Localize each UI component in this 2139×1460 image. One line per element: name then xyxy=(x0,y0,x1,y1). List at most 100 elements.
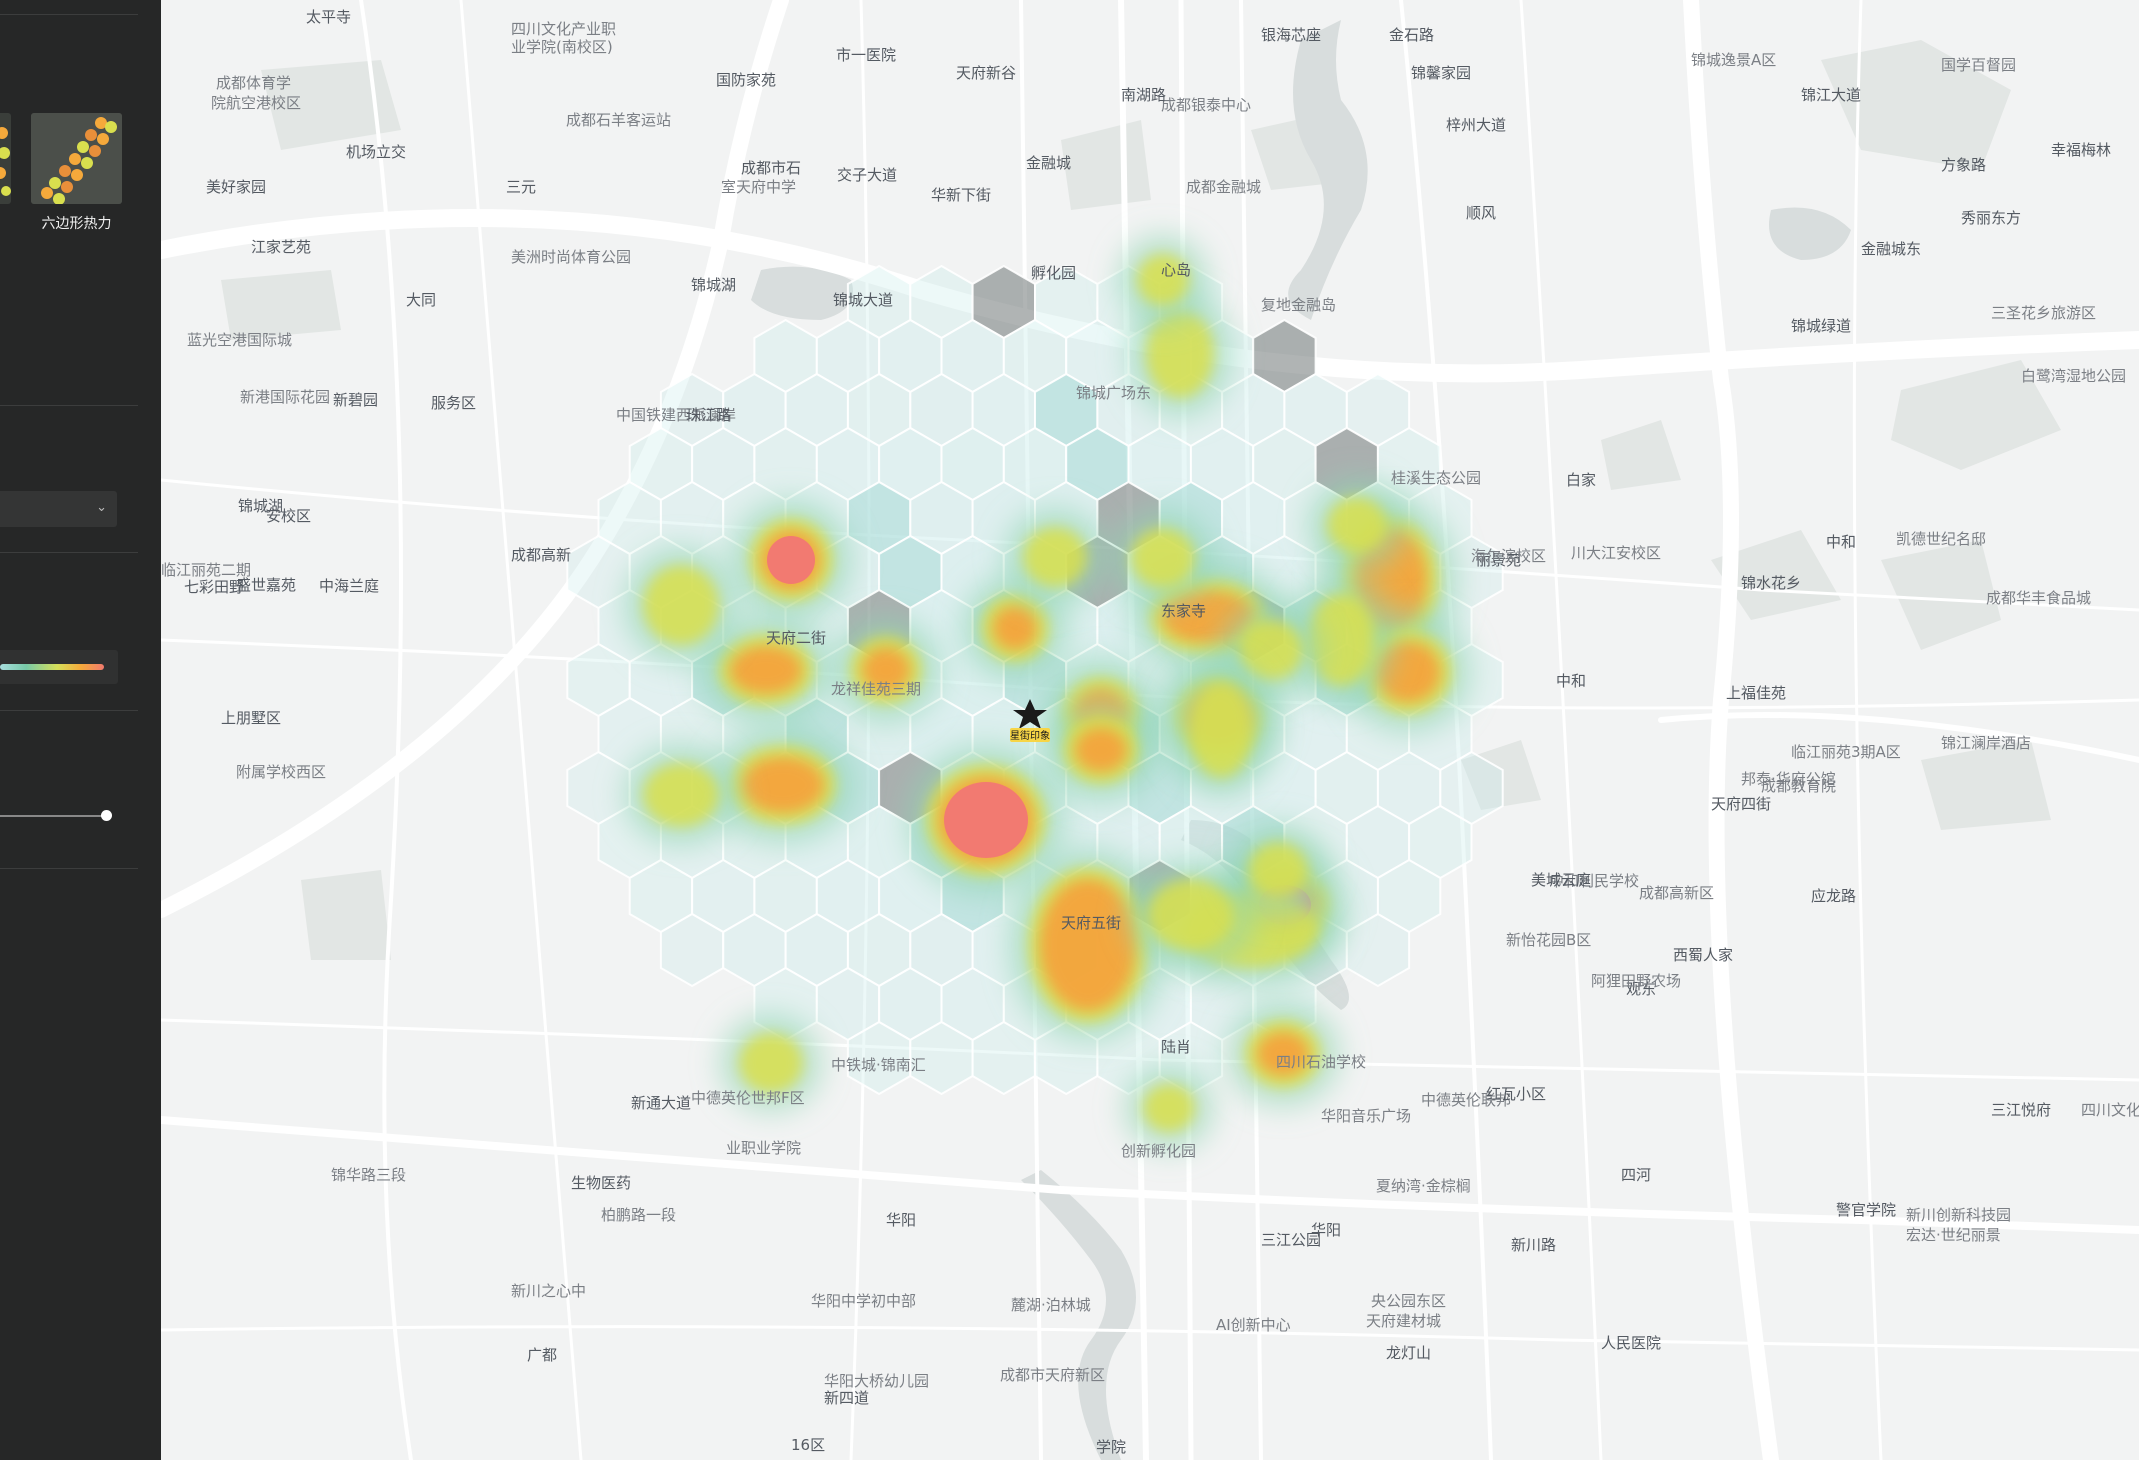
color-ramp xyxy=(0,664,104,670)
opacity-slider-track[interactable] xyxy=(0,815,106,817)
map-label: 江家艺苑 xyxy=(251,238,311,256)
thumbnail-dot xyxy=(81,157,93,169)
road xyxy=(359,0,413,1460)
heat-mid xyxy=(643,565,719,645)
map-label: 宏达·世纪丽景 xyxy=(1906,1226,2001,1244)
layer-select-dropdown[interactable]: ⌄ xyxy=(0,491,117,527)
map-label: 应龙路 xyxy=(1811,887,1856,905)
map-label: 新怡花园B区 xyxy=(1506,931,1591,949)
map-label: 四川文化产业职 xyxy=(511,20,616,38)
map-label: 盛世嘉苑 xyxy=(236,576,296,594)
heatmap-style-thumbnail-partial[interactable] xyxy=(0,113,11,204)
heat-peak xyxy=(944,782,1028,858)
map-label: 西蜀人家 xyxy=(1673,946,1733,964)
road xyxy=(1519,0,1603,1460)
road xyxy=(1399,0,1493,1460)
map-label: 锦华路三段 xyxy=(331,1166,406,1184)
road xyxy=(161,1325,2139,1352)
map-label: 秀丽东方 xyxy=(1961,209,2021,227)
heat-mid xyxy=(1327,497,1387,553)
map-label: AI创新中心 xyxy=(1216,1316,1291,1334)
map-label: 华阳大桥幼儿园 xyxy=(824,1372,929,1390)
heat-mid xyxy=(1248,842,1308,898)
map-label: 交子大道 xyxy=(837,166,897,184)
heat-mid xyxy=(1137,254,1189,306)
hexagon-heatmap-thumbnail[interactable] xyxy=(31,113,122,204)
map-label: 新四道 xyxy=(824,1389,869,1407)
opacity-slider-handle[interactable] xyxy=(101,810,112,821)
map-label: 中德英伦联邦 xyxy=(1421,1091,1511,1109)
map-label: 四河 xyxy=(1621,1166,1651,1184)
map-label: 市一医院 xyxy=(836,46,896,64)
map-label: 东家寺 xyxy=(1161,602,1206,620)
star-marker-icon[interactable] xyxy=(1013,699,1047,729)
thumbnail-dot xyxy=(41,187,53,199)
thumbnail-dot xyxy=(71,169,83,181)
map-label: 新川之心中 xyxy=(511,1282,586,1300)
map-label: 国防家苑 xyxy=(716,71,776,89)
map-label: 天府二街 xyxy=(766,629,826,647)
map-label: 成都教育院 xyxy=(1761,777,1836,795)
map-label: 白家 xyxy=(1566,471,1596,489)
map-label: 幸福梅林 xyxy=(2051,141,2111,159)
heat-mid xyxy=(1143,1084,1195,1132)
thumbnail-dot xyxy=(61,181,73,193)
water-body xyxy=(1288,20,1368,320)
map-label: 柏鹏路一段 xyxy=(601,1206,676,1224)
park-area xyxy=(301,870,391,960)
park-area xyxy=(1601,420,1681,490)
thumbnail-dot xyxy=(77,141,89,153)
sidebar-divider xyxy=(0,868,138,869)
map-label: 中海兰庭 xyxy=(319,577,379,595)
map-label: 锦江澜岸酒店 xyxy=(1941,734,2031,752)
map-label: 成都高新 xyxy=(511,546,571,564)
thumbnail-dot xyxy=(69,153,81,165)
map-label: 夏纳湾·金棕榈 xyxy=(1376,1177,1471,1195)
map-label: 三江悦府 xyxy=(1991,1101,2051,1119)
thumbnail-dot xyxy=(105,121,117,133)
map-label: 孵化园 xyxy=(1031,264,1076,282)
color-ramp-selector[interactable] xyxy=(0,650,118,684)
heat-mid xyxy=(1239,620,1303,680)
map-label: 白鹭湾湿地公园 xyxy=(2021,367,2126,385)
base-map[interactable]: 太平寺 四川文化产业职 业学院(南校区) 市一医院 银海芯座 金石路 锦城逸景A区 国学百督园… xyxy=(161,0,2139,1460)
map-label: 复地金融岛 xyxy=(1261,296,1336,314)
map-label: 天府四街 xyxy=(1711,795,1771,813)
map-label: 七彩田野 xyxy=(184,578,244,596)
map-label: 人民医院 xyxy=(1601,1334,1661,1352)
map-label: 锦城广场东 xyxy=(1076,384,1151,402)
sidebar-divider xyxy=(0,710,138,711)
map-label: 华阳 xyxy=(1311,1221,1341,1239)
map-label: 中铁城·锦南汇 xyxy=(831,1056,926,1074)
map-label: 凯德世纪名邸 xyxy=(1896,530,1986,548)
road xyxy=(1683,0,1779,1460)
map-label: 成都市天府新区 xyxy=(1000,1366,1105,1384)
map-label: 成都市石 xyxy=(741,159,801,177)
map-label: 安校区 xyxy=(266,507,311,525)
chevron-down-icon: ⌄ xyxy=(96,500,107,515)
water-body xyxy=(751,266,853,320)
road xyxy=(161,0,789,918)
park-area xyxy=(261,60,401,150)
heat-high xyxy=(1040,879,1136,1011)
star-marker-icon[interactable]: 星街印象 xyxy=(1010,699,1050,742)
map-label: 锦城湖 xyxy=(691,276,736,294)
sidebar-divider xyxy=(0,405,138,406)
map-label: 四川文化产 xyxy=(2081,1101,2139,1119)
park-area xyxy=(1711,530,1841,620)
layer-sidebar: 六边形热力 ⌄ xyxy=(0,0,161,1460)
map-label: 新碧园 xyxy=(333,391,378,409)
heat-high xyxy=(862,648,910,692)
heat-high xyxy=(1075,728,1127,772)
map-label: 麓湖·泊林城 xyxy=(1011,1296,1091,1314)
map-label: 新川创新科技园 xyxy=(1906,1206,2011,1224)
map-label: 16区 xyxy=(791,1436,825,1454)
map-label: 业职业学院 xyxy=(726,1139,801,1157)
map-label: 中国铁建西派澜岸 xyxy=(616,406,736,424)
map-label: 中和利民学校 xyxy=(1549,872,1639,890)
road xyxy=(1658,712,2139,763)
map-label: 金石路 xyxy=(1389,26,1434,44)
map-label: 三圣花乡旅游区 xyxy=(1991,304,2096,322)
map-label: 龙灯山 xyxy=(1386,1344,1431,1362)
